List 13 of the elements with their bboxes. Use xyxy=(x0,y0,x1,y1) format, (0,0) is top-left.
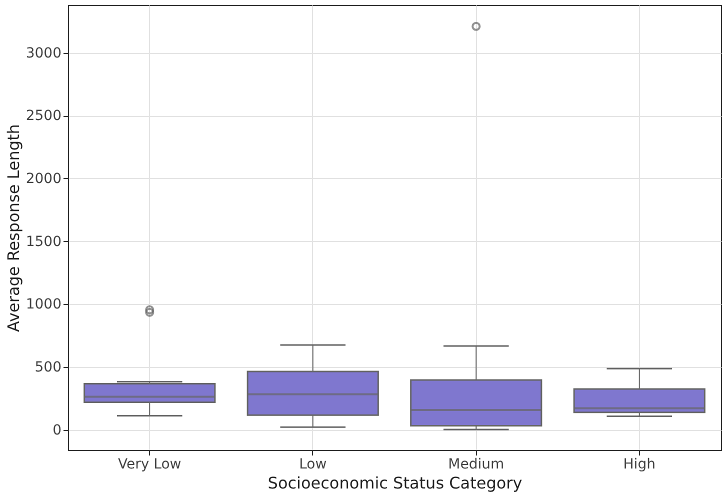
x-tick-label: Medium xyxy=(448,456,504,472)
x-axis-title: Socioeconomic Status Category xyxy=(268,474,522,492)
y-tick-label: 2500 xyxy=(26,108,62,124)
y-tick-label: 2000 xyxy=(26,170,62,187)
x-tick-label: Very Low xyxy=(118,456,182,472)
y-axis-title: Average Response Length xyxy=(4,124,23,332)
y-tick-label: 1500 xyxy=(26,234,62,250)
x-tick-label: High xyxy=(623,456,656,472)
y-tick-label: 3000 xyxy=(26,45,62,62)
y-tick-label: 500 xyxy=(34,360,62,376)
y-tick-label: 0 xyxy=(52,422,62,438)
x-tick-label: Low xyxy=(299,456,327,472)
y-tick-label: 1000 xyxy=(26,296,62,313)
